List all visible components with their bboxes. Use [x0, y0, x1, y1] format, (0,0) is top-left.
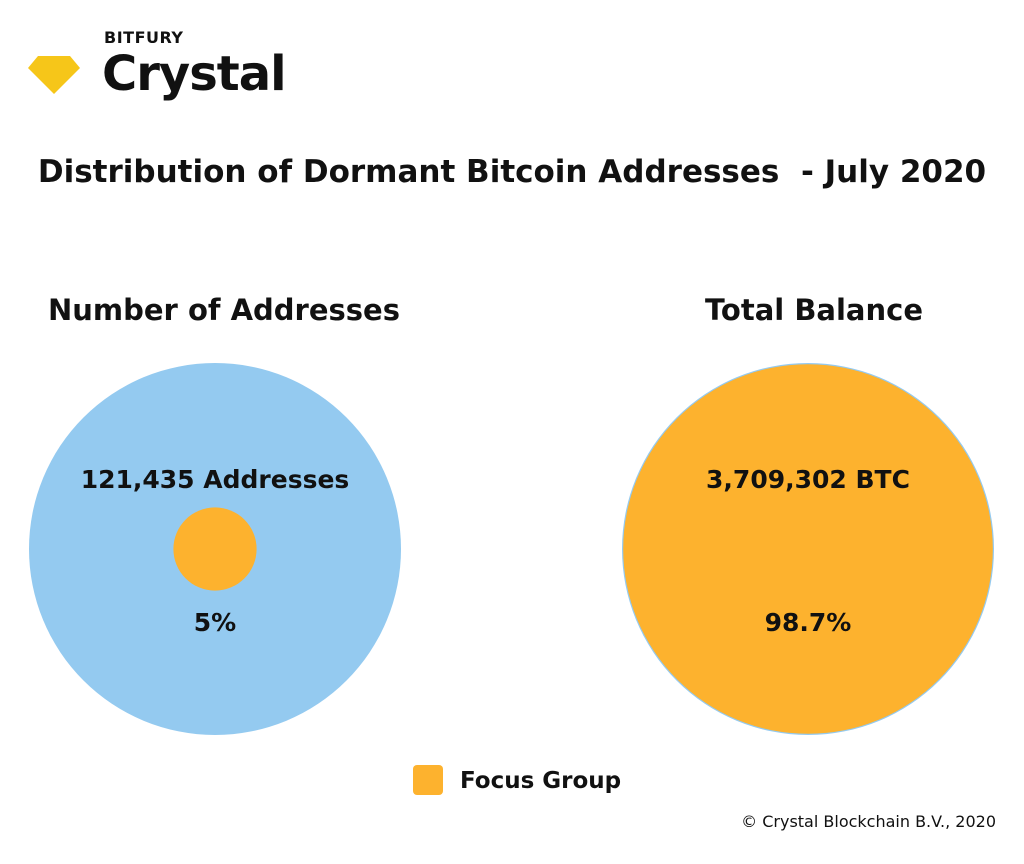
page-title: Distribution of Dormant Bitcoin Addresse… [37, 154, 987, 190]
chart-title-balance: Total Balance [705, 293, 924, 327]
addresses-focus-circle [173, 507, 257, 591]
crystal-logo: BITFURY Crystal [28, 28, 288, 108]
copyright: © Crystal Blockchain B.V., 2020 [741, 812, 996, 831]
chart-title-addresses: Number of Addresses [48, 293, 400, 327]
logo-product: Crystal [102, 46, 287, 102]
balance-focus-circle [623, 364, 993, 734]
addresses-focus-label: 5% [194, 608, 236, 637]
balance-total-label: 3,709,302 BTC [706, 465, 910, 494]
addresses-total-label: 121,435 Addresses [81, 465, 350, 494]
diamond-icon [28, 56, 80, 94]
legend-label-focus-group: Focus Group [460, 768, 622, 794]
chart-addresses: 121,435 Addresses 5% [29, 363, 401, 735]
diamond-icon-shape [28, 56, 80, 94]
chart-balance: 3,709,302 BTC 98.7% [622, 363, 994, 735]
legend-swatch-focus-group [413, 765, 443, 795]
balance-focus-label: 98.7% [765, 608, 852, 637]
logo-company: BITFURY [104, 28, 184, 47]
